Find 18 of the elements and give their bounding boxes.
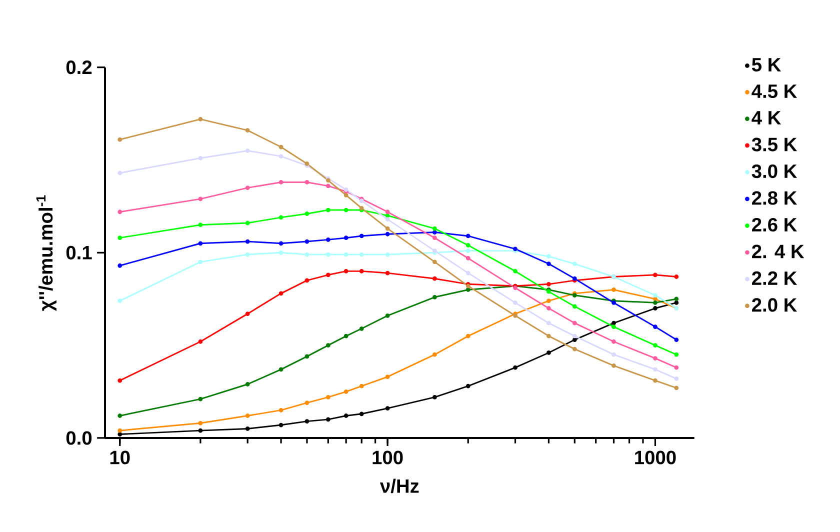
y-tick-label: 0.2 xyxy=(66,60,92,74)
legend-label: 3.5 K xyxy=(752,138,798,152)
x-tick-label: 100 xyxy=(372,450,403,464)
legend-label: 5 K xyxy=(752,58,782,72)
x-tick-label: 10 xyxy=(110,450,130,464)
legend-label: 3.0 K xyxy=(752,164,798,178)
legend-label: 2. 4 K xyxy=(752,244,804,258)
legend-label: 4 K xyxy=(752,111,782,124)
x-axis-title: ν/Hz xyxy=(380,478,419,494)
x-tick-label: 1000 xyxy=(635,450,676,464)
legend-label: 2.0 K xyxy=(752,298,798,312)
legend-label: 2.8 K xyxy=(752,191,798,205)
y-tick-label: 0.1 xyxy=(66,246,92,260)
legend-label: 2.6 K xyxy=(752,218,798,232)
legend-label: 4.5 K xyxy=(752,84,798,98)
y-tick-label: 0.0 xyxy=(66,431,92,445)
legend-label: 2.2 K xyxy=(752,271,798,285)
y-axis-title: χ''/emu.mol$^{-1}$ xyxy=(36,195,56,312)
